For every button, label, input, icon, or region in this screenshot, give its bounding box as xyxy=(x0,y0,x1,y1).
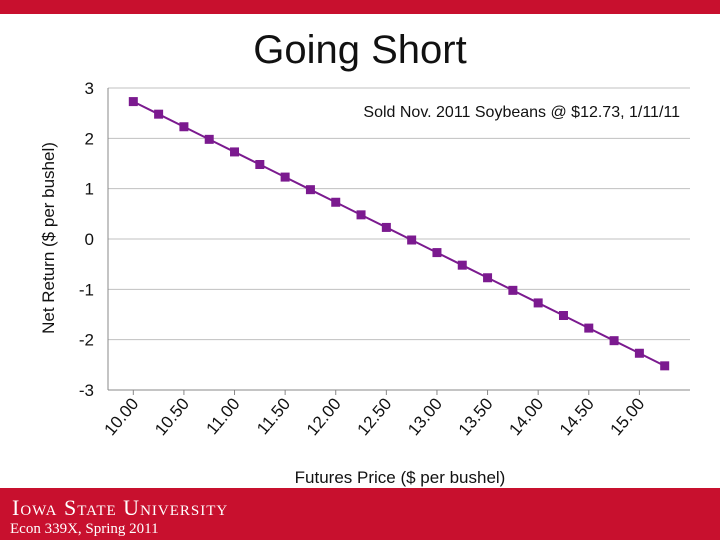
data-point xyxy=(381,222,391,232)
y-tick-label: -3 xyxy=(79,381,94,400)
y-tick-label: -1 xyxy=(79,280,94,299)
series-net-return xyxy=(128,97,670,371)
y-axis-label: Net Return ($ per bushel) xyxy=(39,142,58,334)
x-tick-label: 14.50 xyxy=(556,394,598,439)
x-tick-label: 14.00 xyxy=(505,394,547,439)
x-tick-label: 13.00 xyxy=(404,394,446,439)
data-point xyxy=(255,160,265,170)
data-point xyxy=(128,97,138,107)
data-point xyxy=(558,311,568,321)
y-tick-label: 1 xyxy=(85,180,94,199)
series-line xyxy=(132,100,666,367)
data-point xyxy=(584,323,594,333)
slide-title: Going Short xyxy=(253,28,467,72)
data-point xyxy=(609,336,619,346)
x-tick-labels: 10.00 10.50 11.00 11.50 12.00 12.50 13.00 13.50… xyxy=(100,394,648,439)
x-tick-label: 15.00 xyxy=(607,394,649,439)
x-tick-label: 12.50 xyxy=(354,394,396,439)
data-point xyxy=(508,285,518,295)
data-point xyxy=(483,273,493,283)
university-logo: Iowa State University xyxy=(12,495,229,520)
data-point xyxy=(179,122,189,132)
x-tick-label: 10.00 xyxy=(100,394,142,439)
top-accent-bar xyxy=(0,0,720,14)
y-tick-label: 3 xyxy=(85,79,94,98)
data-point xyxy=(407,235,417,245)
footer-bar: Iowa State University Econ 339X, Spring … xyxy=(0,488,720,540)
y-tick-label: 0 xyxy=(85,230,94,249)
data-point xyxy=(154,109,164,119)
x-axis-label: Futures Price ($ per bushel) xyxy=(295,468,506,487)
y-tick-label: -2 xyxy=(79,331,94,350)
x-tick-label: 11.50 xyxy=(253,394,294,438)
y-tick-labels: 3 2 1 0 -1 -2 -3 xyxy=(79,79,94,400)
axes xyxy=(107,88,690,395)
data-point xyxy=(280,172,290,182)
data-point xyxy=(230,147,240,157)
data-point xyxy=(432,248,442,258)
data-point xyxy=(660,361,670,371)
data-point xyxy=(634,348,644,358)
data-point xyxy=(457,260,467,270)
chart-annotation: Sold Nov. 2011 Soybeans @ $12.73, 1/11/1… xyxy=(363,104,680,121)
x-tick-label: 10.50 xyxy=(151,394,193,439)
x-tick-label: 13.50 xyxy=(455,394,497,439)
y-tick-label: 2 xyxy=(85,129,94,148)
data-point xyxy=(533,298,543,308)
net-return-chart: 3 2 1 0 -1 -2 -3 10.00 10.50 11.00 11.50 12.00 12.5… xyxy=(39,79,690,487)
x-tick-label: 12.00 xyxy=(303,394,345,439)
data-point xyxy=(305,185,315,195)
data-point xyxy=(356,210,366,220)
data-point xyxy=(331,197,341,207)
course-label: Econ 339X, Spring 2011 xyxy=(10,521,159,537)
data-point xyxy=(204,134,214,144)
x-tick-label: 11.00 xyxy=(202,394,243,438)
